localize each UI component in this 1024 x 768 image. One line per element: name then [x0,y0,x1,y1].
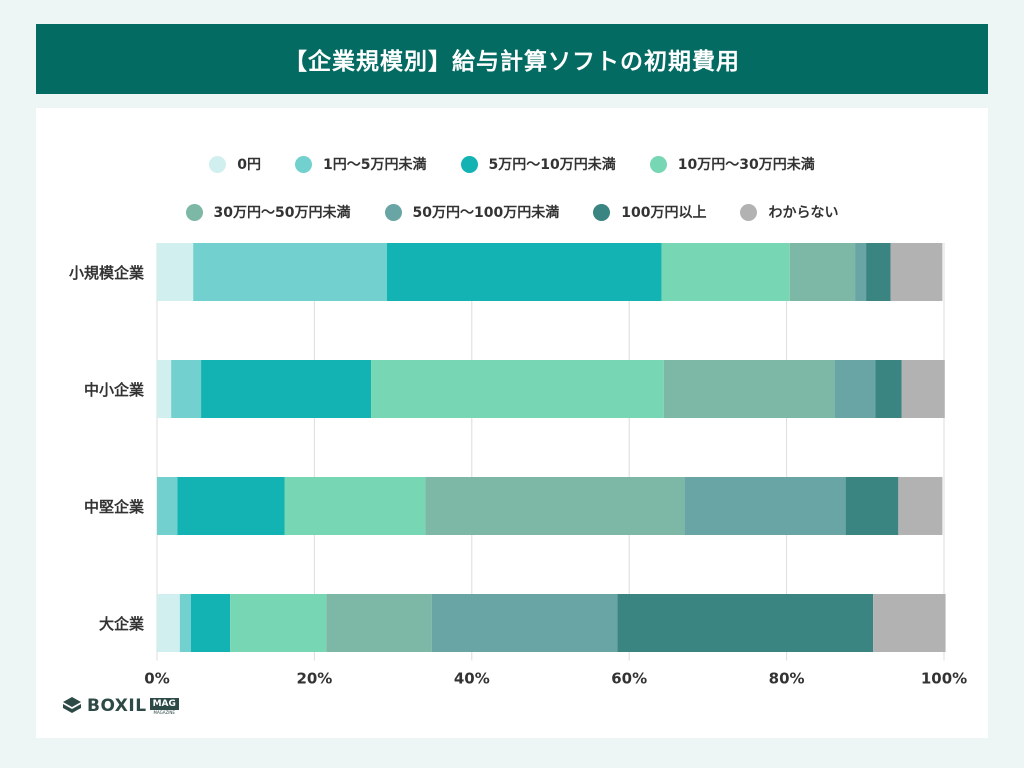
bar-segment [371,360,664,418]
legend-label: 30万円〜50万円未満 [213,205,351,221]
legend-swatch [384,203,402,221]
bar-segment [898,477,943,535]
bar-segment [425,477,685,535]
x-tick-label: 80% [769,670,805,688]
bar-segment [157,360,172,418]
legend-swatch [593,203,611,221]
bar-segment [684,477,846,535]
bar-segment [157,477,178,535]
category-label: 中堅企業 [84,498,145,516]
legend-row-2: 30万円〜50万円未満 50万円〜100万円未満 100万円以上 わからない [36,202,988,222]
bar-segment [157,594,180,652]
boxil-cube-icon [63,697,81,713]
legend-item: 5万円〜10万円未満 [460,154,616,174]
legend-item: 10万円〜30万円未満 [649,154,815,174]
legend-swatch [209,155,227,173]
legend-item: 0円 [209,154,261,174]
bar-segment [230,594,327,652]
legend-row-1: 0円 1円〜5万円未満 5万円〜10万円未満 10万円〜30万円未満 [36,154,988,174]
legend-label: 5万円〜10万円未満 [488,157,616,173]
legend-label: 10万円〜30万円未満 [677,157,815,173]
bar-segment [171,360,202,418]
chart-card: 0円 1円〜5万円未満 5万円〜10万円未満 10万円〜30万円未満 30万円〜50万… [36,108,988,738]
bar-segment [179,594,191,652]
x-tick-label: 0% [144,670,169,688]
legend-item: 100万円以上 [593,202,706,222]
bar-segment [866,243,891,301]
legend-swatch [649,155,667,173]
legend-item: 30万円〜50万円未満 [185,202,351,222]
logo-magazine: MAGAZINE [153,709,175,715]
legend-label: 1円〜5万円未満 [323,157,427,173]
bar-segment [845,477,899,535]
legend-label: 0円 [237,157,262,173]
legend-label: 100万円以上 [621,205,707,221]
legend-swatch [185,203,203,221]
bar-segment [875,360,902,418]
bar-segment [177,477,285,535]
x-tick-label: 40% [454,670,490,688]
bar-segment [386,243,662,301]
legend-swatch [740,203,758,221]
bar-segment [855,243,867,301]
bar-segment [873,594,946,652]
bar-segment [326,594,432,652]
bar-segment [157,243,194,301]
bar-segment [431,594,618,652]
bar-segment [901,360,945,418]
category-label: 大企業 [99,615,145,633]
legend-swatch [295,155,313,173]
x-tick-label: 20% [296,670,332,688]
legend-label: 50万円〜100万円未満 [412,205,560,221]
legend-swatch [460,155,478,173]
bar-segment [284,477,426,535]
bar-segment [193,243,387,301]
category-label: 中小企業 [84,381,145,399]
bar-segment [617,594,874,652]
bar-segment [190,594,231,652]
bar-segment [663,360,835,418]
logo-brand: BOXIL [87,696,147,716]
legend-item: 1円〜5万円未満 [295,154,427,174]
legend-label: わからない [768,205,839,221]
boxil-mag-logo: BOXIL MAG MAGAZINE [62,696,179,716]
bar-segment [661,243,790,301]
bar-segment [201,360,372,418]
logo-badge: MAG MAGAZINE [149,697,179,715]
logo-mag: MAG [149,697,179,710]
x-tick-label: 100% [921,670,967,688]
bar-segment [890,243,943,301]
legend-item: わからない [740,202,838,222]
legend-item: 50万円〜100万円未満 [384,202,560,222]
x-tick-label: 60% [611,670,647,688]
category-label: 小規模企業 [69,264,145,282]
bar-segment [834,360,876,418]
chart-title: 【企業規模別】給与計算ソフトの初期費用 [36,24,988,94]
bar-segment [789,243,856,301]
